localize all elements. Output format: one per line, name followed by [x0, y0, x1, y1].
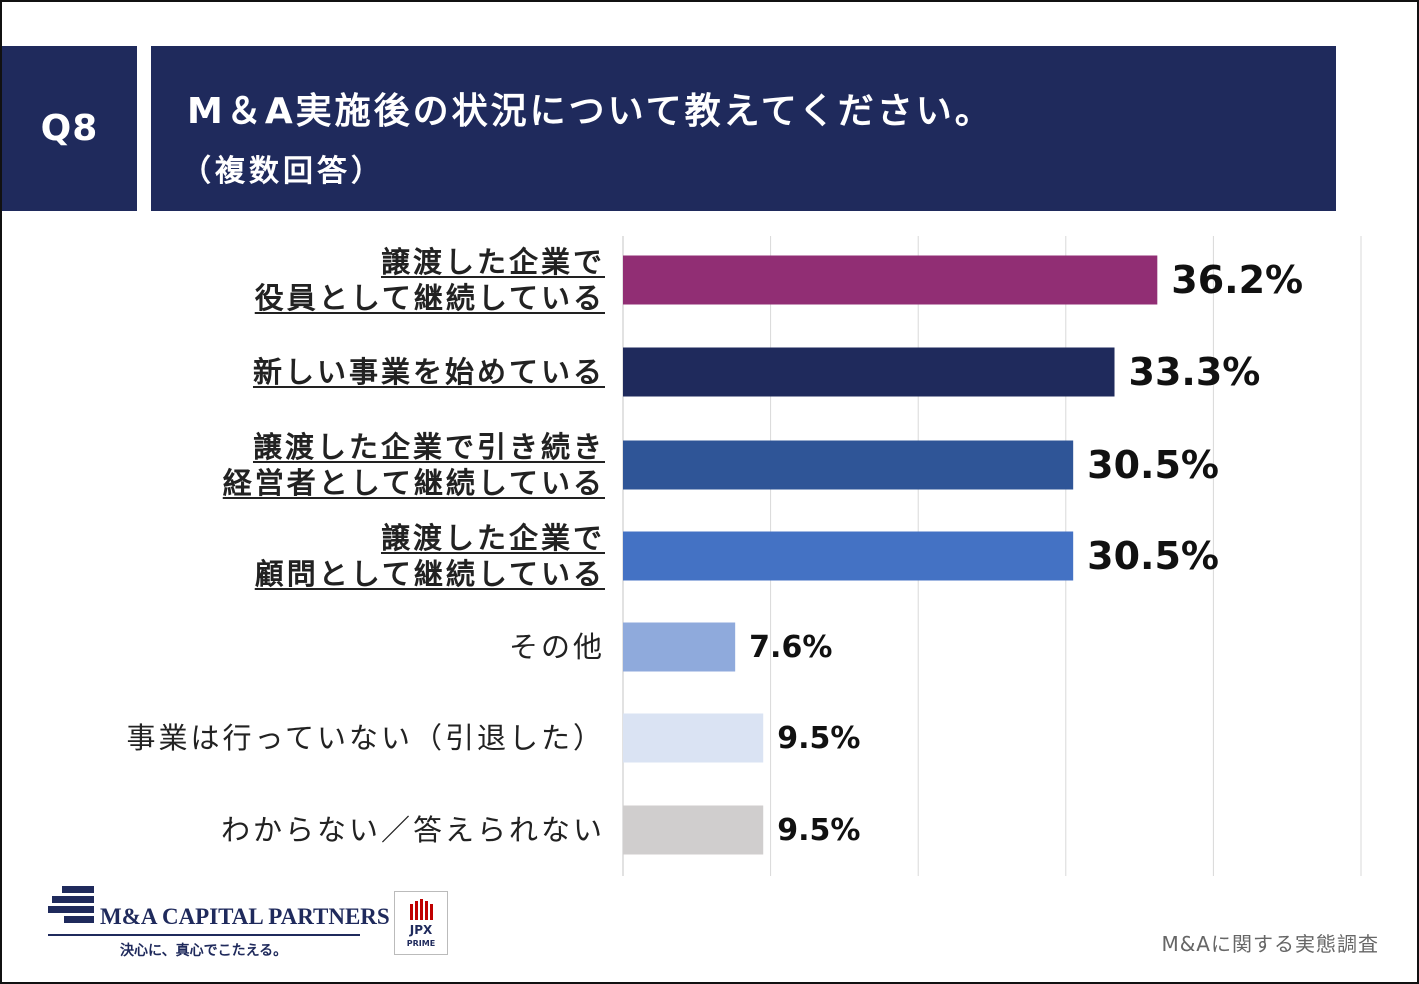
jpx-label: JPX	[409, 923, 433, 937]
bar-1	[623, 347, 1115, 397]
category-label-line: 新しい事業を始めている	[252, 355, 605, 389]
category-label-line: 役員として継続している	[254, 281, 605, 315]
question-title: M＆A実施後の状況について教えてください。	[187, 91, 994, 132]
category-label-6: わからない／答えられない	[221, 812, 605, 848]
category-label-5: 事業は行っていない（引退した）	[126, 720, 605, 756]
bar-5	[623, 713, 764, 763]
question-number: Q8	[40, 108, 99, 149]
bar-value-label-5: 9.5%	[777, 721, 860, 756]
bar-4	[623, 622, 736, 672]
company-tagline: 決心に、真心でこたえる。	[120, 944, 288, 959]
question-number-badge: Q8	[2, 46, 137, 211]
question-subtitle: （複数回答）	[181, 154, 385, 189]
category-label-line: その他	[508, 630, 605, 664]
category-label-line: 譲渡した企業で引き続き	[252, 430, 605, 464]
bar-value-label-3: 30.5%	[1087, 534, 1219, 578]
bar-2	[623, 440, 1074, 490]
bar-value-label-1: 33.3%	[1129, 350, 1261, 394]
category-label-2: 譲渡した企業で引き続き 経営者として継続している	[223, 429, 605, 501]
bar-3	[623, 531, 1074, 581]
jpx-sub-label: PRIME	[406, 939, 436, 948]
company-mark-icon	[48, 886, 94, 923]
survey-source: M&Aに関する実態調査	[1161, 932, 1379, 956]
bar-value-label-2: 30.5%	[1087, 443, 1219, 487]
bar-value-label-0: 36.2%	[1171, 258, 1303, 302]
bar-0	[623, 255, 1158, 305]
logo-divider	[48, 934, 360, 936]
category-label-line: 事業は行っていない（引退した）	[126, 721, 605, 755]
company-name: M&A CAPITAL PARTNERS	[100, 904, 390, 929]
jpx-prime-badge: JPX PRIME	[394, 891, 448, 955]
category-label-line: 譲渡した企業で	[380, 245, 605, 279]
category-label-3: 譲渡した企業で 顧問として継続している	[255, 520, 605, 592]
category-label-line: 譲渡した企業で	[380, 521, 605, 555]
category-label-line: 経営者として継続している	[222, 466, 605, 500]
title-banner: M＆A実施後の状況について教えてください。 （複数回答）	[151, 46, 1336, 211]
jpx-mark-icon	[410, 899, 433, 920]
bar-6	[623, 805, 764, 855]
category-label-line: わからない／答えられない	[220, 813, 605, 847]
bar-value-label-6: 9.5%	[777, 813, 860, 848]
category-label-1: 新しい事業を始めている	[253, 354, 605, 390]
bar-value-label-4: 7.6%	[749, 630, 832, 665]
company-logo: M&A CAPITAL PARTNERS 決心に、真心でこたえる。	[48, 884, 390, 964]
category-label-0: 譲渡した企業で 役員として継続している	[255, 244, 605, 316]
category-label-4: その他	[509, 629, 605, 665]
category-label-line: 顧問として継続している	[254, 557, 605, 591]
